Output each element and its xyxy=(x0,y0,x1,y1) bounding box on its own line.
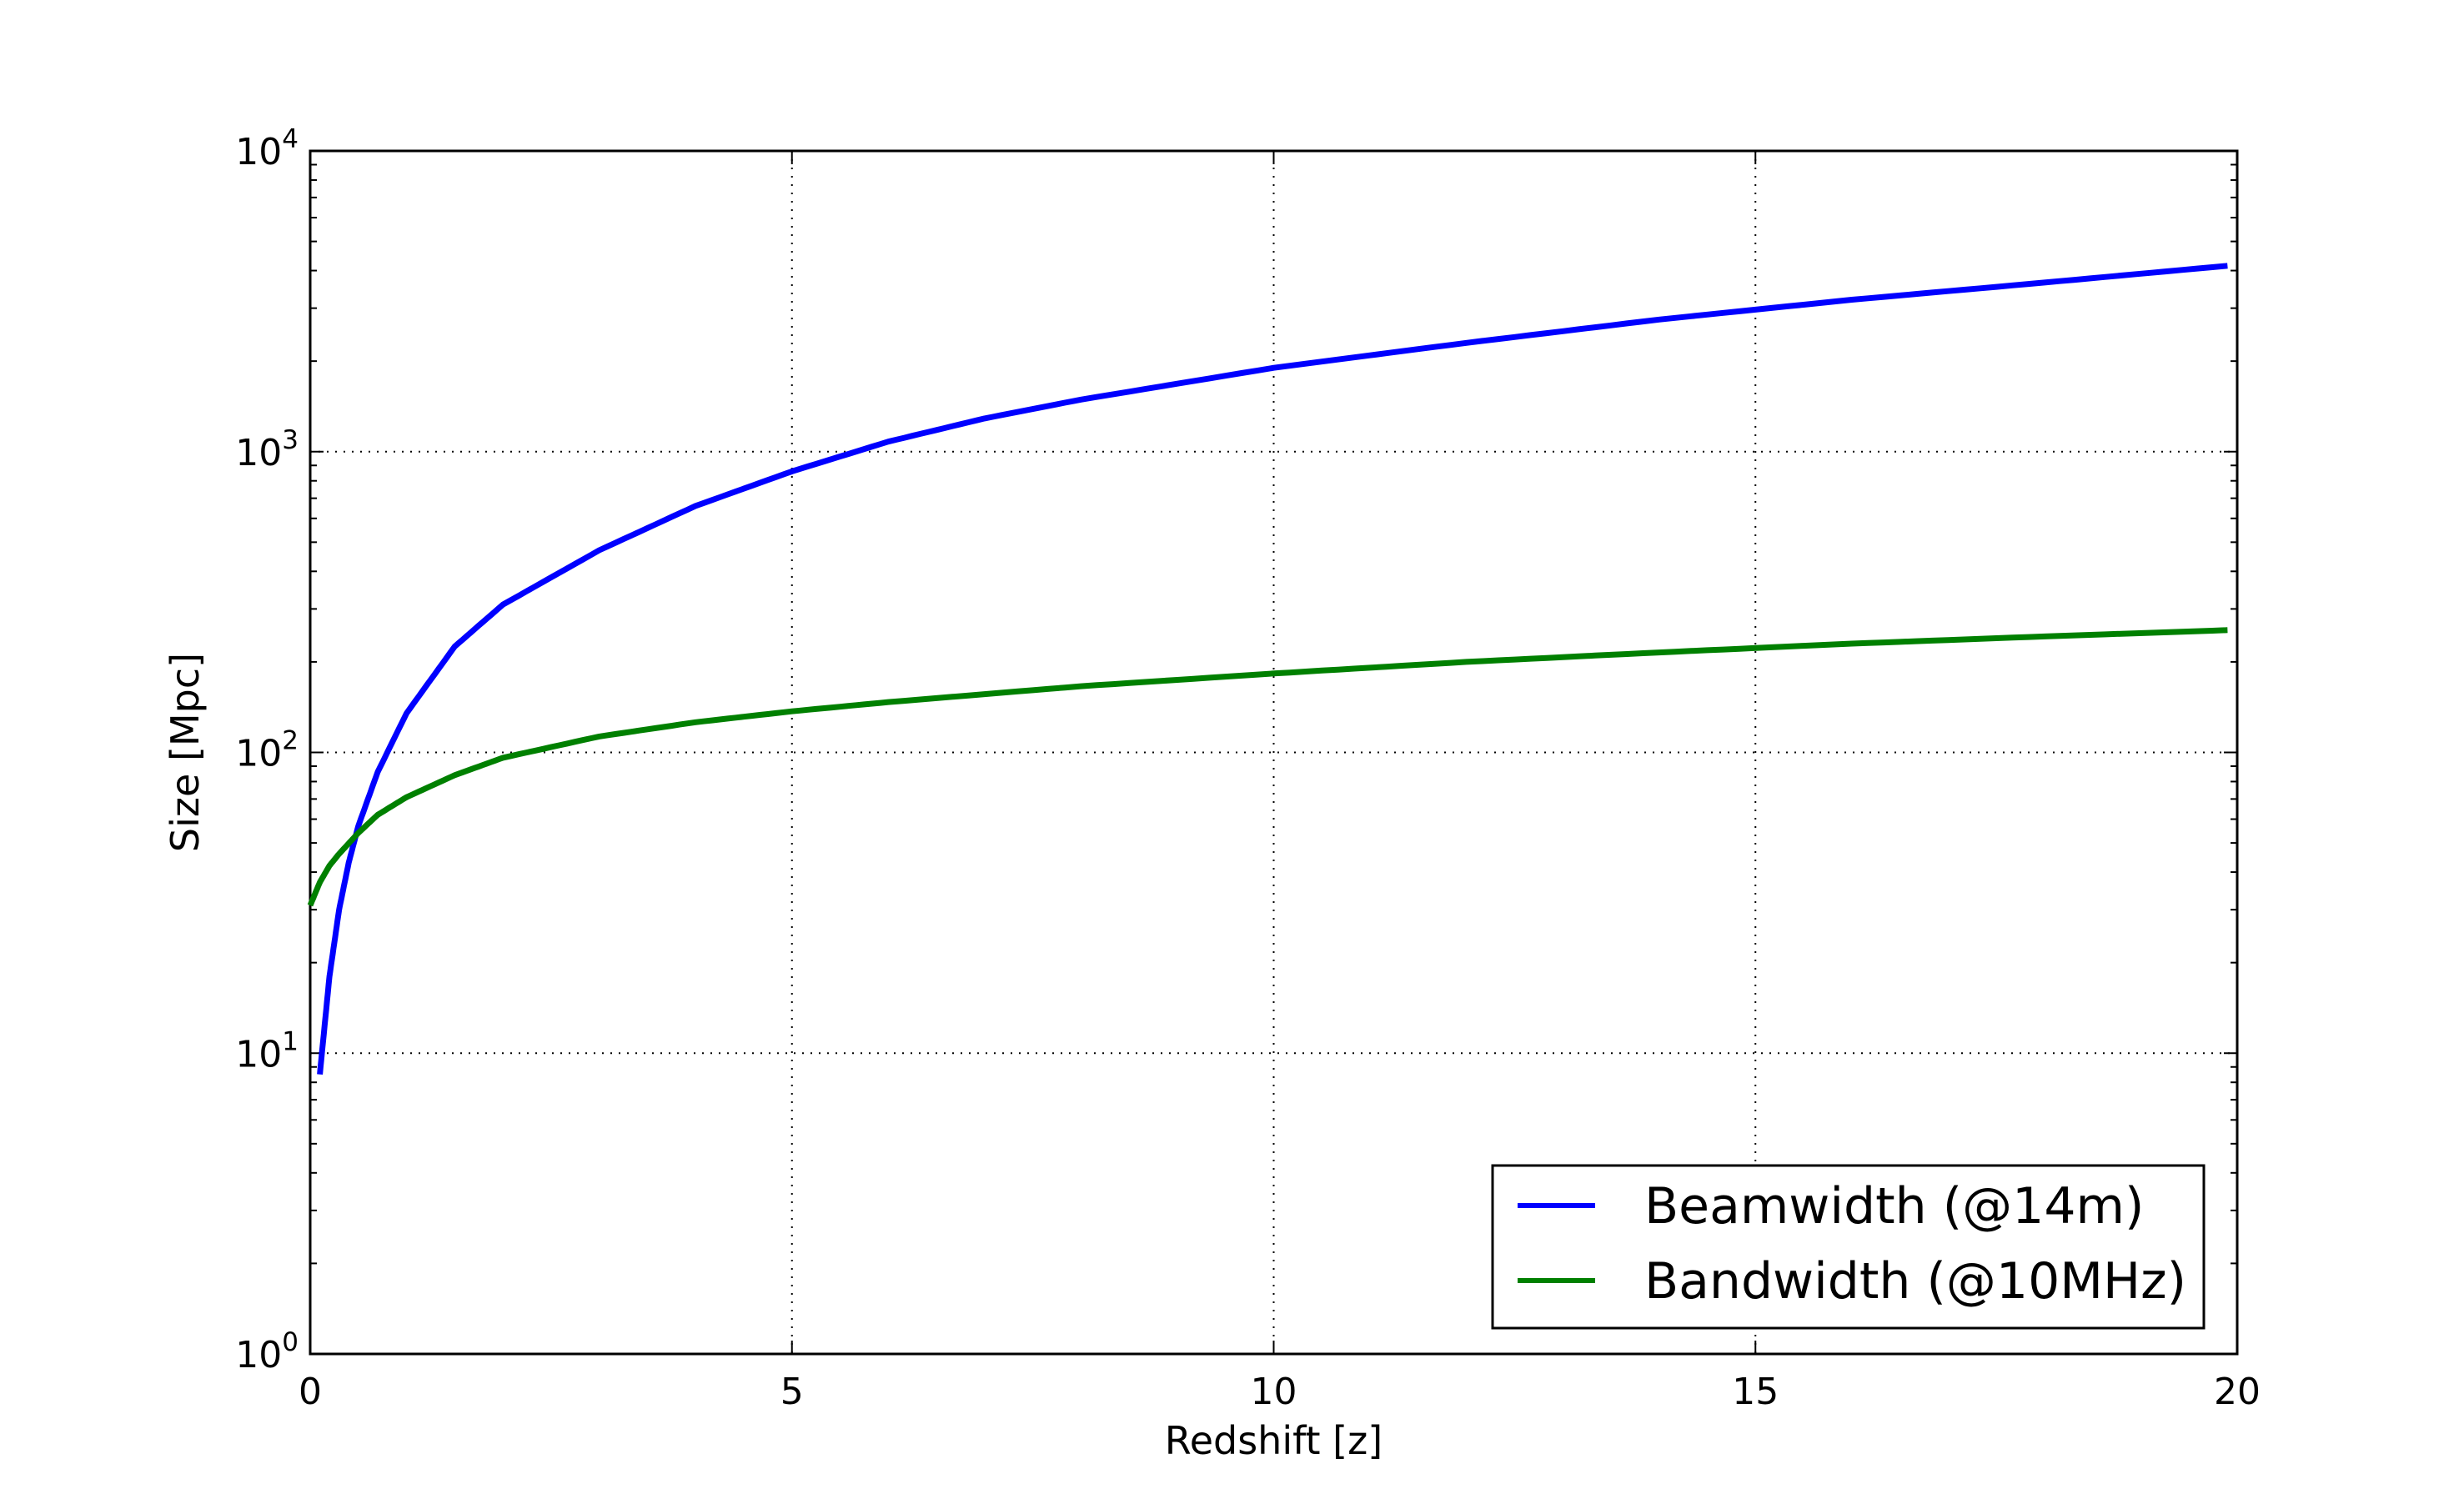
legend-label-bandwidth: Bandwidth (@10MHz) xyxy=(1644,1252,2186,1311)
x-tick-label: 0 xyxy=(299,1371,322,1413)
series-line-bandwidth xyxy=(307,627,2228,907)
y-tick-labels: 100 101 102 103 104 xyxy=(235,124,299,1376)
x-tick-label: 20 xyxy=(2214,1371,2261,1413)
series-lines xyxy=(307,263,2228,1075)
x-axis-title: Redshift [z] xyxy=(1165,1418,1383,1463)
x-tick-labels: 0 5 10 15 20 xyxy=(299,1371,2261,1413)
grid-lines xyxy=(310,151,2237,1354)
legend-box xyxy=(1491,1164,2206,1330)
y-axis-title: Size [Mpc] xyxy=(163,653,208,852)
x-tick-label: 5 xyxy=(780,1371,804,1413)
x-tick-label: 10 xyxy=(1251,1371,1297,1413)
y-tick-label: 103 xyxy=(235,425,299,474)
series-line-beamwidth xyxy=(317,263,2228,1075)
y-tick-label: 100 xyxy=(235,1327,299,1376)
legend: Beamwidth (@14m) Bandwidth (@10MHz) xyxy=(1491,1164,2206,1330)
y-tick-label: 104 xyxy=(235,124,299,173)
legend-label-beamwidth: Beamwidth (@14m) xyxy=(1644,1177,2144,1236)
x-tick-label: 15 xyxy=(1732,1371,1779,1413)
plot-area-frame xyxy=(309,149,2239,1356)
y-tick-label: 101 xyxy=(235,1026,299,1075)
y-tick-label: 102 xyxy=(235,726,299,775)
